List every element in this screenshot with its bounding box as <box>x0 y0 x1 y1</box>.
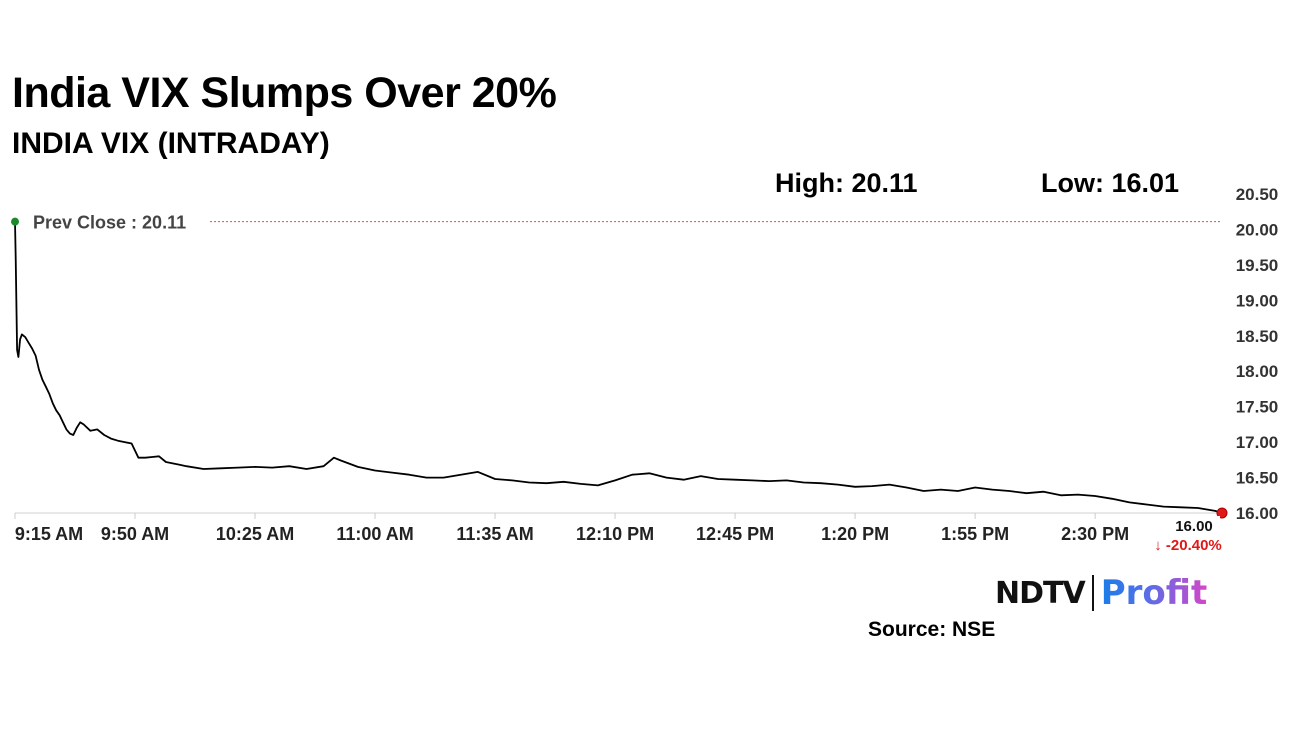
y-tick-label: 17.50 <box>1236 398 1279 417</box>
x-tick-label: 10:25 AM <box>216 524 294 544</box>
y-tick-label: 19.50 <box>1236 256 1279 275</box>
y-tick-label: 19.00 <box>1236 291 1279 310</box>
logo-divider <box>1091 575 1094 611</box>
x-tick-label: 1:55 PM <box>941 524 1009 544</box>
y-tick-label: 20.50 <box>1236 185 1279 204</box>
x-tick-label: 12:45 PM <box>696 524 774 544</box>
source-note: Source: NSE <box>868 618 996 641</box>
vix-series-line <box>14 221 1223 514</box>
y-tick-label: 18.50 <box>1236 327 1279 346</box>
last-value-label: 16.00 <box>1175 518 1213 535</box>
low-value: Low: 16.01 <box>1041 168 1180 198</box>
x-tick-label: 2:30 PM <box>1061 524 1129 544</box>
high-value: High: 20.11 <box>775 168 918 198</box>
ndtv-profit-logo: NDTV Profit <box>995 572 1207 614</box>
y-tick-label: 17.00 <box>1236 433 1279 452</box>
last-value-bg <box>1168 516 1220 534</box>
start-point-marker <box>11 217 19 226</box>
x-tick-label: 9:50 AM <box>101 524 169 544</box>
x-tick-label: 11:35 AM <box>456 524 533 544</box>
end-point-marker <box>1216 507 1228 519</box>
profit-logo-text: Profit <box>1100 573 1208 613</box>
chart-subtitle: INDIA VIX (INTRADAY) <box>12 127 330 160</box>
chart-title: India VIX Slumps Over 20% <box>12 69 557 117</box>
x-tick-label: 11:00 AM <box>336 524 413 544</box>
y-tick-label: 20.00 <box>1236 220 1279 239</box>
y-tick-label: 18.00 <box>1236 362 1279 381</box>
prev-close-label: Prev Close : 20.11 <box>33 213 186 233</box>
x-tick-label: 9:15 AM <box>15 524 83 544</box>
change-percent-label: ↓ -20.40% <box>1154 537 1222 554</box>
y-tick-label: 16.00 <box>1236 504 1279 523</box>
x-tick-label: 1:20 PM <box>821 524 889 544</box>
x-tick-label: 12:10 PM <box>576 524 654 544</box>
y-tick-label: 16.50 <box>1236 469 1279 488</box>
ndtv-logo-text: NDTV <box>995 575 1086 611</box>
